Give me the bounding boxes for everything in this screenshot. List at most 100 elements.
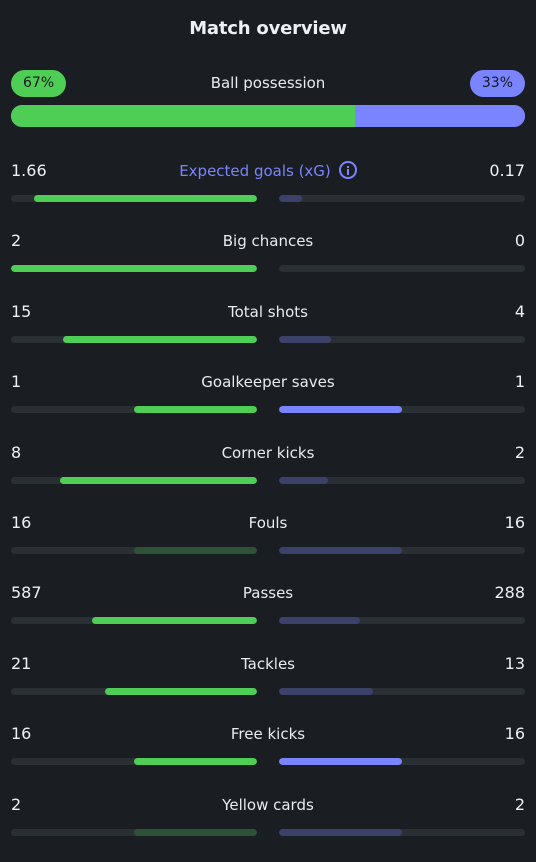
stat-label-text: Big chances: [222, 232, 314, 251]
stat-header: 1.66 Expected goals (xG) 0.17: [11, 158, 525, 184]
stat-label-text: Passes: [242, 584, 294, 603]
away-stat-bar-track: [279, 687, 525, 695]
home-stat-bar-fill: [105, 687, 257, 695]
stat-bars: [11, 687, 525, 695]
stat-label: Goalkeeper saves: [71, 369, 465, 395]
home-stat-value: 2: [11, 231, 22, 251]
stat-label-text: Expected goals (xG): [179, 162, 331, 180]
stat-label-text: Total shots: [228, 302, 308, 321]
home-stat-value: 16: [11, 512, 32, 532]
away-stat-bar-track: [279, 617, 525, 625]
stat-label[interactable]: Expected goals (xG): [71, 158, 465, 184]
away-stat-bar-track: [279, 476, 525, 484]
home-stat-bar-fill: [134, 546, 257, 554]
away-stat-bar-fill: [279, 476, 329, 484]
away-stat-bar-fill: [279, 828, 402, 836]
away-stat-bar-track: [279, 828, 525, 836]
stat-row-total-shots: 15 Total shots 4: [11, 299, 525, 369]
home-stat-value: 1: [11, 372, 22, 392]
away-stat-value: 1: [514, 372, 525, 392]
stat-label-text: Yellow cards: [222, 795, 314, 814]
possession-label: Ball possession: [210, 74, 326, 92]
stat-label: Big chances: [71, 228, 465, 254]
stat-bars: [11, 828, 525, 836]
stat-row-yellow-cards: 2 Yellow cards 2: [11, 792, 525, 862]
stat-row-expected-goals-xg: 1.66 Expected goals (xG) 0.17: [11, 158, 525, 228]
home-stat-bar-track: [11, 476, 257, 484]
stat-row-passes: 587 Passes 288: [11, 580, 525, 650]
home-stat-value: 1.66: [11, 161, 47, 180]
possession-header: 67% Ball possession 33%: [11, 70, 525, 98]
stat-row-goalkeeper-saves: 1 Goalkeeper saves 1: [11, 369, 525, 439]
home-stat-bar-fill: [33, 195, 257, 202]
away-stat-value: 2: [514, 442, 525, 462]
home-stat-value: 15: [11, 301, 32, 321]
home-stat-bar-fill: [62, 335, 257, 343]
away-stat-bar-fill: [279, 758, 402, 766]
home-stat-bar-track: [11, 687, 257, 695]
away-stat-bar-fill: [279, 687, 374, 695]
away-stat-bar-fill: [279, 335, 331, 343]
home-stat-value: 8: [11, 442, 22, 462]
stat-label-text: Corner kicks: [221, 443, 315, 462]
info-icon[interactable]: [338, 161, 357, 179]
home-stat-bar-track: [11, 335, 257, 343]
away-stat-bar-track: [279, 406, 525, 414]
home-stat-bar-track: [11, 265, 257, 273]
away-stat-value: 16: [504, 724, 525, 744]
stat-bars: [11, 476, 525, 484]
home-stat-bar-fill: [11, 265, 257, 273]
stat-row-free-kicks: 16 Free kicks 16: [11, 721, 525, 791]
stat-header: 1 Goalkeeper saves 1: [11, 369, 525, 395]
away-stat-value: 2: [514, 794, 525, 814]
page-title: Match overview: [189, 18, 347, 39]
ball-possession-section: 67% Ball possession 33%: [11, 70, 525, 128]
stat-label: Fouls: [71, 510, 465, 536]
home-stat-bar-fill: [134, 828, 257, 836]
stat-bars: [11, 265, 525, 273]
stat-label: Free kicks: [71, 721, 465, 747]
home-stat-value: 16: [11, 724, 32, 744]
home-stat-bar-track: [11, 546, 257, 554]
away-stat-value: 0: [514, 231, 525, 251]
stat-bars: [11, 406, 525, 414]
away-stat-bar-fill: [279, 546, 402, 554]
away-stat-bar-track: [279, 195, 525, 202]
stat-row-corner-kicks: 8 Corner kicks 2: [11, 440, 525, 510]
away-stat-bar-fill: [279, 406, 402, 414]
away-stat-value: 0.17: [489, 161, 525, 180]
stat-label: Passes: [71, 580, 465, 606]
away-stat-bar-track: [279, 758, 525, 766]
possession-bar-home: [11, 105, 356, 127]
stat-row-fouls: 16 Fouls 16: [11, 510, 525, 580]
stat-label: Tackles: [71, 651, 465, 677]
stat-label-text: Free kicks: [230, 725, 306, 744]
home-stat-bar-track: [11, 758, 257, 766]
away-stat-value: 4: [514, 301, 525, 321]
home-stat-bar-fill: [134, 758, 257, 766]
away-stat-bar-fill: [279, 617, 360, 625]
home-possession-pill: 67%: [11, 70, 67, 97]
home-stat-bar-fill: [60, 476, 257, 484]
stat-label-text: Fouls: [248, 513, 288, 532]
stat-header: 8 Corner kicks 2: [11, 440, 525, 466]
stat-header: 16 Free kicks 16: [11, 721, 525, 747]
home-stat-bar-track: [11, 406, 257, 414]
possession-bar: [11, 105, 525, 127]
away-stat-bar-track: [279, 335, 525, 343]
home-stat-bar-fill: [134, 406, 257, 414]
home-stat-bar-track: [11, 617, 257, 625]
stat-label-text: Goalkeeper saves: [201, 373, 335, 392]
stat-label: Corner kicks: [71, 440, 465, 466]
stat-label-text: Tackles: [240, 654, 296, 673]
away-stat-value: 16: [504, 512, 525, 532]
stat-row-big-chances: 2 Big chances 0: [11, 228, 525, 298]
home-stat-value: 587: [11, 583, 42, 603]
home-stat-value: 2: [11, 794, 22, 814]
home-stat-bar-track: [11, 828, 257, 836]
stat-header: 16 Fouls 16: [11, 510, 525, 536]
home-stat-bar-track: [11, 195, 257, 202]
stat-header: 2 Big chances 0: [11, 228, 525, 254]
home-stat-bar-fill: [91, 617, 257, 625]
stat-label: Yellow cards: [71, 792, 465, 818]
